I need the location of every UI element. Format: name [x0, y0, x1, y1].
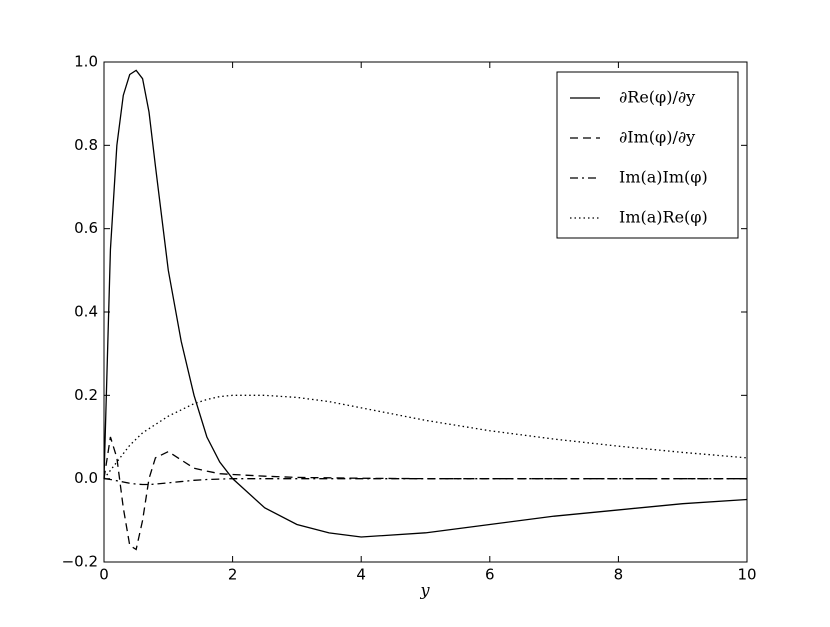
x-tick-label: 10	[737, 566, 756, 584]
y-tick-label: 0.0	[74, 469, 98, 487]
x-tick-label: 0	[99, 566, 109, 584]
legend-box	[556, 71, 739, 239]
x-tick-label: 6	[485, 566, 495, 584]
legend-label: Im(a)Im(φ)	[619, 168, 708, 187]
series-line	[103, 69, 748, 538]
x-tick-label: 8	[614, 566, 624, 584]
plot-frame	[103, 61, 748, 563]
y-tick-label: 1.0	[74, 53, 98, 71]
legend-label: ∂Re(φ)/∂y	[619, 88, 695, 107]
series-line	[103, 478, 747, 486]
x-tick-label: 4	[356, 566, 366, 584]
y-tick-label: 0.8	[74, 136, 98, 154]
y-tick-label: −0.2	[62, 553, 98, 571]
y-tick-label: 0.2	[74, 386, 98, 404]
series-line	[103, 394, 748, 480]
y-tick-label: 0.4	[74, 303, 98, 321]
legend-label: ∂Im(φ)/∂y	[619, 128, 695, 147]
legend-label: Im(a)Re(φ)	[619, 208, 708, 227]
x-tick-label: 2	[228, 566, 238, 584]
y-tick-label: 0.6	[74, 219, 98, 237]
series-line	[103, 436, 747, 551]
x-axis-label: y	[419, 581, 430, 600]
